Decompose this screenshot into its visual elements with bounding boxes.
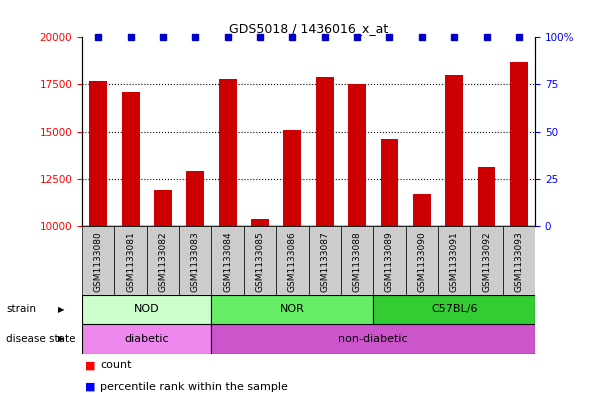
Text: ■: ■ bbox=[85, 360, 95, 371]
Text: count: count bbox=[100, 360, 132, 371]
Bar bbox=[445, 75, 463, 226]
Bar bbox=[373, 226, 406, 295]
Text: NOR: NOR bbox=[280, 305, 305, 314]
Title: GDS5018 / 1436016_x_at: GDS5018 / 1436016_x_at bbox=[229, 22, 388, 35]
Bar bbox=[373, 295, 535, 324]
Text: NOD: NOD bbox=[134, 305, 160, 314]
Text: ■: ■ bbox=[85, 382, 95, 392]
Bar bbox=[413, 194, 430, 226]
Bar bbox=[82, 295, 212, 324]
Text: GSM1133092: GSM1133092 bbox=[482, 231, 491, 292]
Text: ▶: ▶ bbox=[58, 305, 64, 314]
Bar bbox=[283, 130, 302, 226]
Text: GSM1133085: GSM1133085 bbox=[255, 231, 264, 292]
Text: diabetic: diabetic bbox=[125, 334, 169, 344]
Bar bbox=[187, 171, 204, 226]
Text: GSM1133086: GSM1133086 bbox=[288, 231, 297, 292]
Bar bbox=[154, 190, 172, 226]
Text: GSM1133093: GSM1133093 bbox=[514, 231, 523, 292]
Bar bbox=[341, 226, 373, 295]
Text: GSM1133087: GSM1133087 bbox=[320, 231, 330, 292]
Bar bbox=[212, 295, 373, 324]
Bar bbox=[114, 226, 147, 295]
Bar bbox=[348, 84, 366, 226]
Text: strain: strain bbox=[6, 305, 36, 314]
Text: C57BL/6: C57BL/6 bbox=[431, 305, 477, 314]
Text: disease state: disease state bbox=[6, 334, 75, 344]
Text: GSM1133090: GSM1133090 bbox=[417, 231, 426, 292]
Text: GSM1133084: GSM1133084 bbox=[223, 231, 232, 292]
Bar bbox=[147, 226, 179, 295]
Text: GSM1133091: GSM1133091 bbox=[450, 231, 458, 292]
Bar bbox=[510, 62, 528, 226]
Bar bbox=[438, 226, 471, 295]
Bar bbox=[89, 81, 107, 226]
Text: GSM1133081: GSM1133081 bbox=[126, 231, 135, 292]
Bar bbox=[251, 219, 269, 226]
Bar bbox=[308, 226, 341, 295]
Text: non-diabetic: non-diabetic bbox=[339, 334, 408, 344]
Bar bbox=[381, 139, 398, 226]
Bar bbox=[244, 226, 276, 295]
Bar bbox=[471, 226, 503, 295]
Text: GSM1133082: GSM1133082 bbox=[159, 231, 167, 292]
Text: percentile rank within the sample: percentile rank within the sample bbox=[100, 382, 288, 392]
Bar bbox=[179, 226, 212, 295]
Bar bbox=[478, 167, 496, 226]
Text: GSM1133089: GSM1133089 bbox=[385, 231, 394, 292]
Bar bbox=[122, 92, 139, 226]
Text: ▶: ▶ bbox=[58, 334, 64, 343]
Bar bbox=[212, 226, 244, 295]
Text: GSM1133083: GSM1133083 bbox=[191, 231, 200, 292]
Text: GSM1133088: GSM1133088 bbox=[353, 231, 362, 292]
Bar bbox=[406, 226, 438, 295]
Bar bbox=[276, 226, 308, 295]
Bar bbox=[82, 226, 114, 295]
Bar bbox=[219, 79, 237, 226]
Text: GSM1133080: GSM1133080 bbox=[94, 231, 103, 292]
Bar bbox=[503, 226, 535, 295]
Bar bbox=[212, 324, 535, 354]
Bar bbox=[82, 324, 212, 354]
Bar bbox=[316, 77, 334, 226]
